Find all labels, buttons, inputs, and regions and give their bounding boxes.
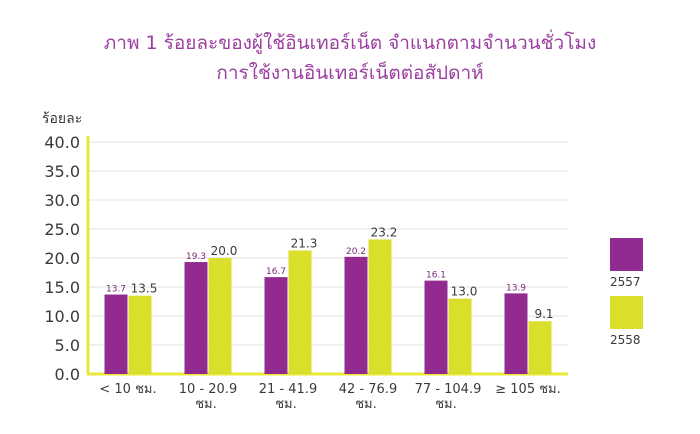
x-category-label: ชม. <box>275 397 297 412</box>
x-category-label: 77 - 104.9 <box>415 382 482 397</box>
data-label-2558: 9.1 <box>534 307 553 321</box>
y-tick-label: 20.0 <box>44 249 80 268</box>
bar-2557 <box>184 262 208 374</box>
legend-label-2558: 2558 <box>610 333 641 347</box>
bar-2558 <box>368 239 392 374</box>
y-tick-label: 40.0 <box>44 133 80 152</box>
y-tick-label: 35.0 <box>44 162 80 181</box>
bar-2557 <box>504 293 528 374</box>
y-tick-label: 5.0 <box>55 336 80 355</box>
bar-2557 <box>344 256 368 374</box>
data-label-2558: 20.0 <box>211 244 238 258</box>
x-category-label: 10 - 20.9 <box>179 382 237 397</box>
bar-2557 <box>104 294 128 374</box>
data-label-2557: 19.3 <box>186 252 206 262</box>
chart-title-line-1: ภาพ 1 ร้อยละของผู้ใช้อินเทอร์เน็ต จำแนกต… <box>103 32 597 54</box>
y-tick-label: 0.0 <box>55 365 80 384</box>
chart-title-line-2: การใช้งานอินเทอร์เน็ตต่อสัปดาห์ <box>216 62 484 84</box>
data-label-2557: 13.7 <box>106 285 126 295</box>
bar-2558 <box>128 295 152 374</box>
y-tick-label: 15.0 <box>44 278 80 297</box>
data-label-2557: 20.2 <box>346 247 366 257</box>
data-label-2558: 13.5 <box>131 282 158 296</box>
data-label-2558: 21.3 <box>291 236 318 250</box>
bar-2557 <box>424 280 448 374</box>
x-category-label: < 10 ชม. <box>99 382 156 397</box>
data-label-2557: 16.7 <box>266 267 286 277</box>
y-tick-label: 25.0 <box>44 220 80 239</box>
legend-swatch-2558 <box>610 296 643 329</box>
x-category-label: ชม. <box>355 397 377 412</box>
legend-swatch-2557 <box>610 238 643 271</box>
y-axis-label: ร้อยละ <box>42 111 82 127</box>
bar-2558 <box>528 321 552 374</box>
y-tick-label: 10.0 <box>44 307 80 326</box>
y-tick-label: 30.0 <box>44 191 80 210</box>
data-label-2557: 13.9 <box>506 283 526 293</box>
data-label-2557: 16.1 <box>426 271 446 281</box>
bar-2557 <box>264 277 288 374</box>
bar-2558 <box>448 298 472 374</box>
x-category-label: ชม. <box>435 397 457 412</box>
x-category-label: ชม. <box>195 397 217 412</box>
x-category-label: ≥ 105 ชม. <box>495 382 561 397</box>
bar-2558 <box>288 250 312 374</box>
data-label-2558: 23.2 <box>371 225 398 239</box>
x-category-label: 21 - 41.9 <box>259 382 317 397</box>
data-label-2558: 13.0 <box>451 285 478 299</box>
x-category-label: 42 - 76.9 <box>339 382 397 397</box>
bar-2558 <box>208 258 232 374</box>
legend-label-2557: 2557 <box>610 275 641 289</box>
